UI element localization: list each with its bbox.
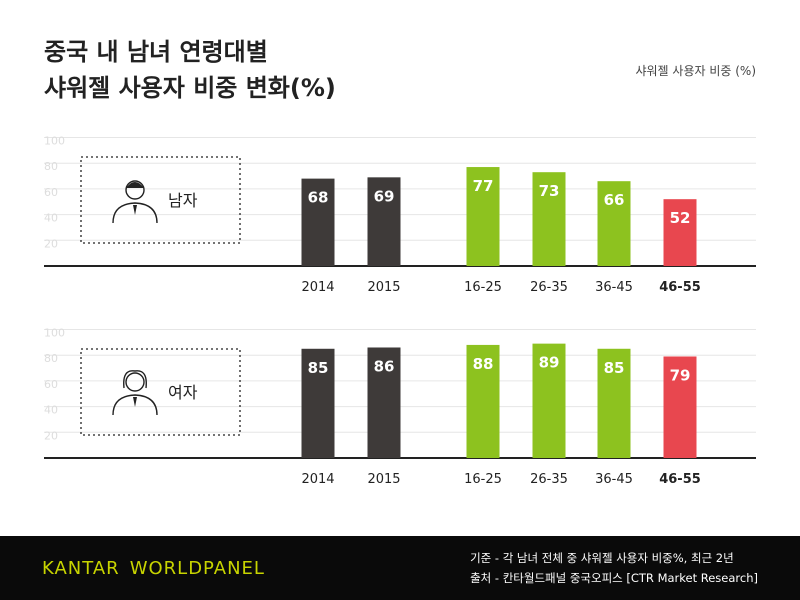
bar [367, 177, 401, 266]
y-tick-label: 20 [44, 429, 58, 442]
bar [301, 348, 335, 458]
x-tick-label: 2015 [367, 472, 400, 487]
panel-label-box [80, 156, 241, 244]
woman-hair-icon [123, 370, 147, 389]
bar [663, 356, 697, 458]
bar [301, 178, 335, 266]
bar [597, 348, 631, 458]
y-tick-label: 20 [44, 237, 58, 250]
bar-value-label: 73 [539, 182, 560, 200]
bar-value-label: 77 [473, 177, 494, 195]
person-body-icon [112, 202, 158, 224]
bar [532, 172, 566, 266]
man-hair-icon [126, 182, 144, 188]
note-basis: 기준 - 각 남녀 전체 중 샤워젤 사용자 비중%, 최근 2년 [470, 551, 734, 565]
man-icon [125, 180, 145, 200]
x-tick-label: 36-45 [595, 472, 633, 487]
chart-title-line2: 샤워젤 사용자 비중 변화(%) [44, 74, 336, 102]
bar-value-label: 52 [670, 209, 691, 227]
x-tick-label: 26-35 [530, 280, 568, 295]
y-tick-label: 80 [44, 160, 58, 173]
footer: KANTAR WORLDPANEL 기준 - 각 남녀 전체 중 샤워젤 사용자 … [0, 536, 800, 600]
panel-label: 남자 [168, 191, 198, 210]
person-body-icon [112, 394, 158, 416]
logo-part2: WORLDPANEL [129, 558, 265, 579]
bar-value-label: 86 [374, 357, 395, 375]
woman-icon [125, 372, 145, 392]
y-tick-label: 40 [44, 404, 58, 417]
tie-icon [133, 205, 137, 215]
bar [597, 181, 631, 266]
x-tick-label: 26-35 [530, 472, 568, 487]
bar-value-label: 85 [308, 359, 329, 377]
x-tick-label: 2015 [367, 280, 400, 295]
bar [367, 347, 401, 458]
y-tick-label: 100 [44, 135, 65, 148]
x-tick-label: 16-25 [464, 472, 502, 487]
x-tick-label: 2014 [301, 472, 334, 487]
y-tick-label: 80 [44, 352, 58, 365]
x-tick-label: 2014 [301, 280, 334, 295]
y-tick-label: 100 [44, 327, 65, 340]
bar [663, 199, 697, 266]
bar [466, 167, 500, 266]
y-tick-label: 60 [44, 378, 58, 391]
bar-value-label: 69 [374, 187, 395, 205]
chart-title: 중국 내 남녀 연령대별 샤워젤 사용자 비중 변화(%) [44, 34, 336, 106]
y-tick-label: 40 [44, 212, 58, 225]
panel-label-box [80, 348, 241, 436]
footer-notes: 기준 - 각 남녀 전체 중 샤워젤 사용자 비중%, 최근 2년 출처 - 칸… [470, 548, 758, 588]
bar-value-label: 68 [308, 189, 329, 207]
bar [466, 344, 500, 458]
tie-icon [133, 397, 137, 407]
bar-value-label: 85 [604, 359, 625, 377]
bar-value-label: 66 [604, 191, 625, 209]
x-tick-label: 36-45 [595, 280, 633, 295]
kantar-worldpanel-logo: KANTAR WORLDPANEL [42, 558, 265, 579]
note-source: 출처 - 칸타월드패널 중국오피스 [CTR Market Research] [470, 571, 758, 585]
panel-label: 여자 [168, 383, 198, 402]
unit-label: 샤워젤 사용자 비중 (%) [635, 64, 756, 78]
bar-value-label: 89 [539, 354, 560, 372]
x-tick-label: 16-25 [464, 280, 502, 295]
logo-part1: KANTAR [42, 558, 120, 579]
bar-value-label: 88 [473, 355, 494, 373]
x-tick-label: 46-55 [659, 280, 701, 295]
bar [532, 343, 566, 458]
chart-title-line1: 중국 내 남녀 연령대별 [44, 38, 268, 66]
y-tick-label: 60 [44, 186, 58, 199]
bar-value-label: 79 [670, 366, 691, 384]
x-tick-label: 46-55 [659, 472, 701, 487]
